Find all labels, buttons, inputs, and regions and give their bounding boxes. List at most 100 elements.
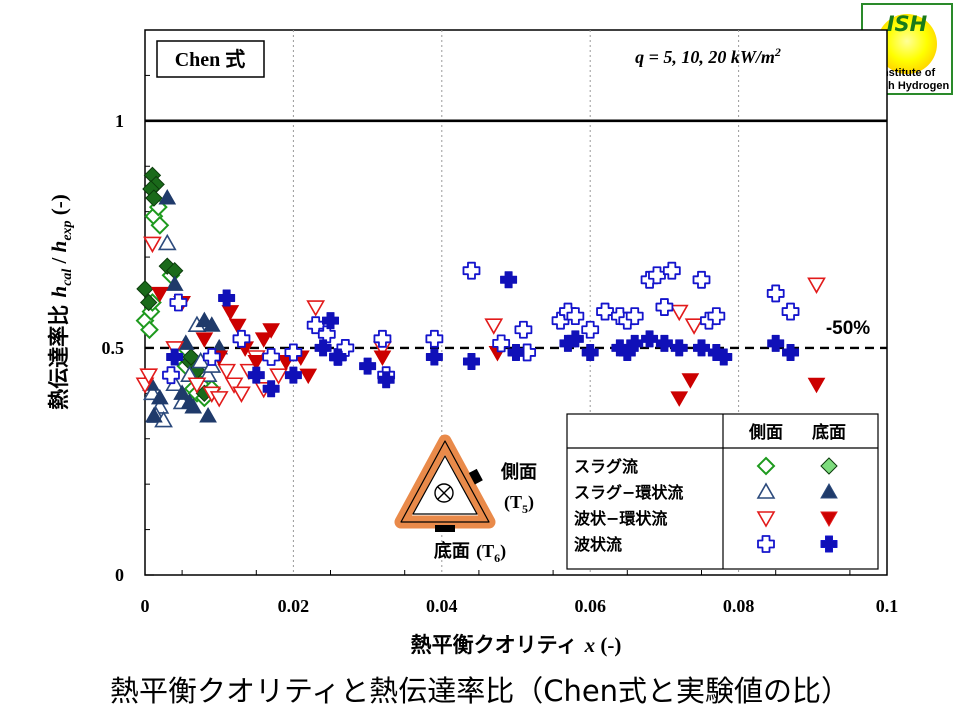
data-point bbox=[157, 233, 177, 251]
legend: 側面 底面 スラグ流 スラグ−環状流 波状−環状流 波状流 bbox=[566, 413, 879, 570]
data-point bbox=[462, 353, 480, 371]
data-point bbox=[425, 329, 444, 348]
data-point bbox=[217, 363, 236, 381]
x-tick-label: 0.02 bbox=[278, 596, 310, 616]
legend-label-wavy-annular: 波状−環状流 bbox=[574, 509, 667, 528]
legend-label-slug: スラグ流 bbox=[574, 457, 638, 476]
data-point bbox=[158, 189, 177, 205]
legend-marker-side bbox=[756, 511, 776, 528]
data-point bbox=[425, 348, 443, 366]
data-point bbox=[150, 215, 170, 235]
data-point bbox=[767, 334, 785, 352]
data-point bbox=[625, 307, 644, 326]
data-point bbox=[648, 266, 666, 285]
data-point bbox=[641, 330, 659, 348]
data-point bbox=[359, 357, 377, 375]
data-point bbox=[626, 334, 644, 352]
data-point bbox=[655, 298, 674, 316]
reference-label: -50% bbox=[826, 318, 870, 339]
chart-subtitle: q = 5, 10, 20 kW/m2 bbox=[635, 45, 781, 67]
chart: ISH Institute of Slush Hydrogen 0 0.02 0.0… bbox=[47, 3, 953, 657]
x-axis-label: 熱平衡クオリティ x (-) bbox=[411, 633, 622, 657]
data-point bbox=[707, 307, 726, 326]
data-point bbox=[377, 371, 395, 389]
data-point bbox=[202, 348, 221, 366]
data-point bbox=[314, 339, 332, 357]
legend-marker-bottom bbox=[820, 482, 838, 499]
bottom-sensor-icon bbox=[435, 525, 455, 532]
reference-lines bbox=[145, 119, 887, 350]
x-tick-label: 0 bbox=[141, 596, 150, 616]
data-point bbox=[136, 280, 154, 298]
logo-line1: Institute of bbox=[879, 67, 936, 79]
data-point bbox=[322, 312, 339, 330]
data-point bbox=[781, 302, 800, 321]
data-point bbox=[336, 339, 355, 357]
data-point bbox=[209, 391, 229, 408]
data-point bbox=[373, 329, 392, 348]
data-point bbox=[195, 332, 214, 348]
data-point bbox=[566, 330, 584, 348]
legend-marker-bottom bbox=[820, 535, 838, 553]
data-point bbox=[596, 302, 614, 321]
data-point bbox=[284, 366, 302, 384]
data-point bbox=[262, 380, 280, 398]
data-point bbox=[807, 377, 826, 394]
x-tick-label: 0.1 bbox=[876, 596, 899, 616]
x-tick-label: 0.06 bbox=[574, 596, 606, 616]
legend-marker-side bbox=[756, 456, 776, 476]
data-point bbox=[182, 348, 200, 366]
data-point bbox=[684, 318, 704, 335]
side-label: 側面 bbox=[500, 461, 537, 483]
chart-title: Chen 式 bbox=[175, 48, 246, 71]
data-point bbox=[655, 334, 673, 352]
data-point bbox=[329, 348, 347, 366]
data-point bbox=[484, 318, 504, 335]
x-tick-label: 0.04 bbox=[426, 596, 458, 616]
data-point bbox=[782, 343, 800, 361]
x-tick-label: 0.08 bbox=[723, 596, 755, 616]
data-point bbox=[247, 366, 265, 384]
data-point bbox=[766, 284, 785, 303]
sensor-diagram: 側面 (T5) 底面 (T6) bbox=[394, 434, 537, 565]
data-point bbox=[166, 348, 184, 366]
title-box: Chen 式 bbox=[156, 40, 265, 78]
legend-marker-bottom bbox=[820, 511, 838, 528]
data-point bbox=[145, 189, 163, 207]
data-point bbox=[692, 270, 711, 289]
data-point bbox=[670, 339, 688, 357]
legend-markers bbox=[756, 456, 838, 553]
data-point bbox=[269, 368, 288, 385]
data-point bbox=[254, 332, 273, 348]
data-point bbox=[224, 377, 244, 394]
legend-marker-bottom bbox=[820, 457, 838, 475]
legend-label-wavy: 波状流 bbox=[574, 535, 622, 554]
bottom-label: 底面 (T6) bbox=[434, 540, 506, 565]
data-point bbox=[218, 289, 236, 307]
side-sensor-icon bbox=[468, 468, 483, 485]
data-point bbox=[669, 304, 689, 322]
data-point bbox=[139, 368, 159, 385]
logo-abbr: ISH bbox=[887, 12, 928, 36]
data-point bbox=[162, 366, 180, 385]
data-point bbox=[715, 348, 733, 366]
data-point bbox=[462, 261, 481, 280]
data-point bbox=[566, 307, 585, 326]
data-point bbox=[514, 320, 533, 339]
data-point bbox=[150, 388, 169, 405]
y-tick-label: 0.5 bbox=[102, 338, 125, 358]
data-point bbox=[150, 286, 169, 303]
legend-col-side: 側面 bbox=[748, 422, 783, 443]
data-point bbox=[662, 261, 681, 280]
data-point bbox=[284, 343, 303, 362]
slide-caption: 熱平衡クオリティと熱伝達率比（Chen式と実験値の比） bbox=[109, 674, 851, 708]
data-point bbox=[145, 407, 163, 423]
side-sensor-label: (T5) bbox=[504, 492, 534, 516]
data-point bbox=[262, 348, 281, 366]
y-tick-label: 0 bbox=[115, 565, 124, 585]
data-point bbox=[199, 407, 217, 423]
data-point bbox=[232, 329, 251, 348]
legend-marker-side bbox=[757, 535, 775, 553]
data-point bbox=[140, 320, 159, 340]
logo-sun-icon bbox=[877, 14, 937, 74]
